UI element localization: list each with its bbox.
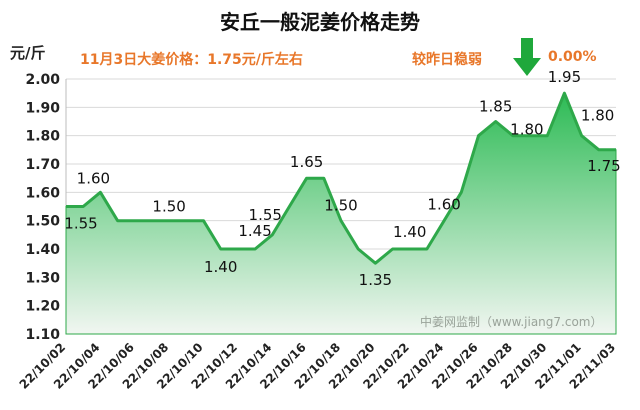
y-tick-label: 1.60	[25, 185, 60, 201]
change-value: 0.00%	[548, 49, 597, 65]
y-tick-label: 1.40	[25, 242, 60, 258]
data-label: 1.50	[324, 197, 357, 215]
down-arrow-icon	[513, 38, 541, 76]
y-tick-label: 1.20	[25, 299, 60, 315]
price-line	[66, 91, 616, 265]
y-tick-label: 1.30	[25, 270, 60, 286]
y-tick-label: 2.00	[25, 72, 60, 88]
data-label: 1.65	[290, 153, 323, 171]
price-note: 11月3日大姜价格：1.75元/斤左右	[80, 52, 303, 68]
data-label: 1.40	[393, 223, 426, 241]
y-tick-label: 1.70	[25, 157, 60, 173]
watermark: 中姜网监制（www.jiang7.com）	[420, 315, 603, 329]
data-label: 1.40	[204, 258, 237, 276]
data-label: 1.95	[548, 68, 581, 86]
data-label: 1.75	[587, 157, 620, 175]
y-tick-labels: 1.10 1.20 1.30 1.40 1.50 1.60 1.70 1.80 1.90 2.00	[25, 72, 60, 343]
y-axis-unit-label: 元/斤	[10, 44, 46, 62]
y-tick-label: 1.50	[25, 214, 60, 230]
data-label: 1.45	[238, 222, 271, 240]
y-tick-label: 1.90	[25, 100, 60, 116]
data-label: 1.55	[64, 215, 97, 233]
y-tick-label: 1.10	[25, 327, 60, 343]
data-label: 1.60	[427, 196, 460, 214]
data-label: 1.35	[359, 271, 392, 289]
data-label: 1.50	[152, 198, 185, 216]
data-label: 1.80	[581, 107, 614, 125]
data-label: 1.80	[510, 121, 543, 139]
y-tick-label: 1.80	[25, 129, 60, 145]
data-labels: 1.551.601.501.401.451.551.651.501.351.40…	[64, 68, 620, 289]
chart-title: 安丘一般泥姜价格走势	[220, 10, 420, 34]
data-label: 1.85	[479, 98, 512, 116]
data-label: 1.60	[77, 169, 110, 187]
x-tick-labels: 22/10/0222/10/0422/10/0622/10/0822/10/10…	[17, 340, 619, 392]
change-label: 较昨日稳弱	[412, 52, 482, 68]
data-label: 1.55	[249, 206, 282, 224]
